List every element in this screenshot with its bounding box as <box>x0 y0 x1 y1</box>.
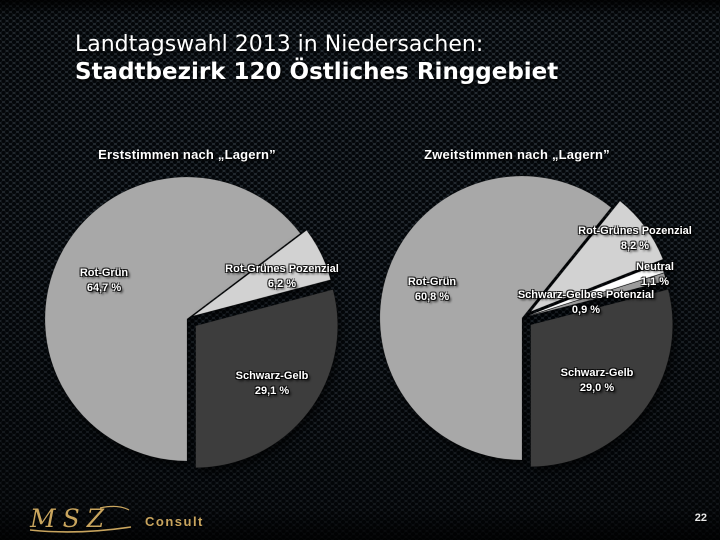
pie-slice-neutral <box>528 262 665 316</box>
page-number: 22 <box>694 512 707 524</box>
erststimmen-pie <box>44 176 338 469</box>
pie-slice-schwarz-gelbes-potenzial <box>528 272 667 317</box>
msz-consult-logo: MSZ Consult <box>28 502 248 536</box>
slide-title-line1: Landtagswahl 2013 in Niedersachen: <box>75 32 484 57</box>
chart-title-zweitstimmen: Zweitstimmen nach „Lagern” <box>424 147 610 162</box>
pie-slice-rot-gruenes-pozenzial <box>193 229 331 317</box>
pie-slice-rot-gruen <box>379 175 612 461</box>
logo-swash-icon <box>29 505 132 533</box>
pie-slice-schwarz-gelb <box>530 289 673 468</box>
slide-header: Landtagswahl 2013 in Niedersachen: Stadt… <box>75 31 558 86</box>
zweitstimmen-pie <box>379 175 673 468</box>
logo-consult-text: Consult <box>145 514 204 529</box>
pie-slice-schwarz-gelb <box>195 289 338 469</box>
pie-slice-rot-gruen <box>44 176 301 462</box>
pie-slice-rot-gruenes-pozenzial <box>529 200 664 313</box>
slide-title-line2: Stadtbezirk 120 Östliches Ringgebiet <box>75 59 559 85</box>
chart-title-erststimmen: Erststimmen nach „Lagern” <box>98 147 276 162</box>
logo-msz-text: MSZ <box>30 504 112 533</box>
